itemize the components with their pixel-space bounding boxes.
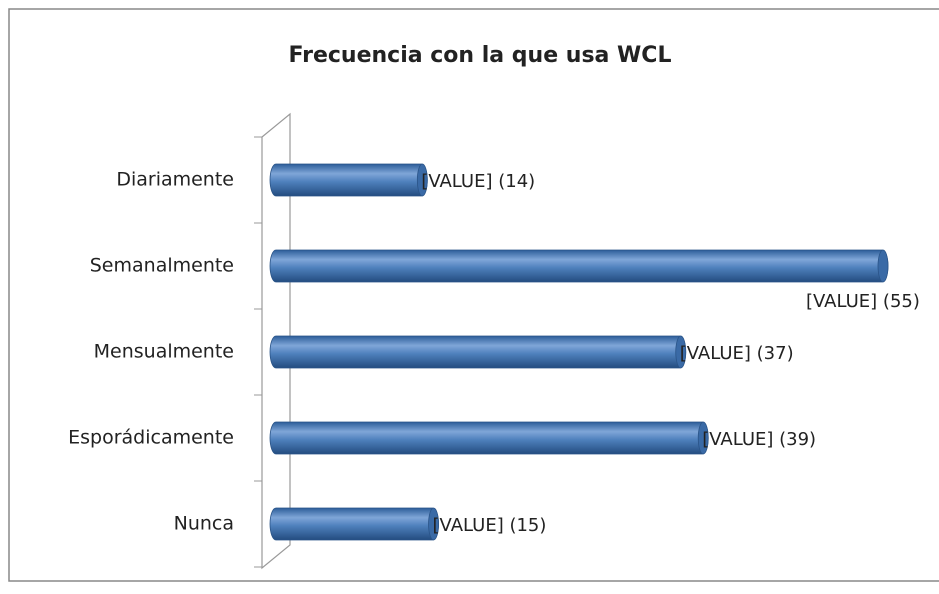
- bar: [269, 507, 439, 541]
- bar: [269, 421, 709, 455]
- bar: [269, 249, 889, 283]
- chart-title: Frecuencia con la que usa WCL: [289, 43, 672, 68]
- bar-cap: [675, 335, 687, 369]
- bar: [269, 335, 687, 369]
- data-label: [VALUE] (14): [421, 171, 535, 192]
- category-label: Diariamente: [116, 169, 234, 191]
- category-label: Mensualmente: [94, 341, 234, 363]
- data-label: [VALUE] (39): [702, 429, 816, 450]
- chart-frame: [8, 8, 939, 582]
- bar-cap: [877, 249, 889, 283]
- axis-wall: [261, 112, 291, 570]
- data-label: [VALUE] (55): [806, 291, 920, 312]
- category-label: Nunca: [174, 513, 234, 535]
- data-label: [VALUE] (15): [433, 515, 547, 536]
- data-label: [VALUE] (37): [680, 343, 794, 364]
- bar-cap: [428, 507, 439, 541]
- category-label: Esporádicamente: [68, 427, 234, 449]
- bar: [269, 163, 428, 197]
- category-label: Semanalmente: [90, 255, 234, 277]
- bar-cap: [416, 163, 428, 197]
- bar-cap: [697, 421, 709, 455]
